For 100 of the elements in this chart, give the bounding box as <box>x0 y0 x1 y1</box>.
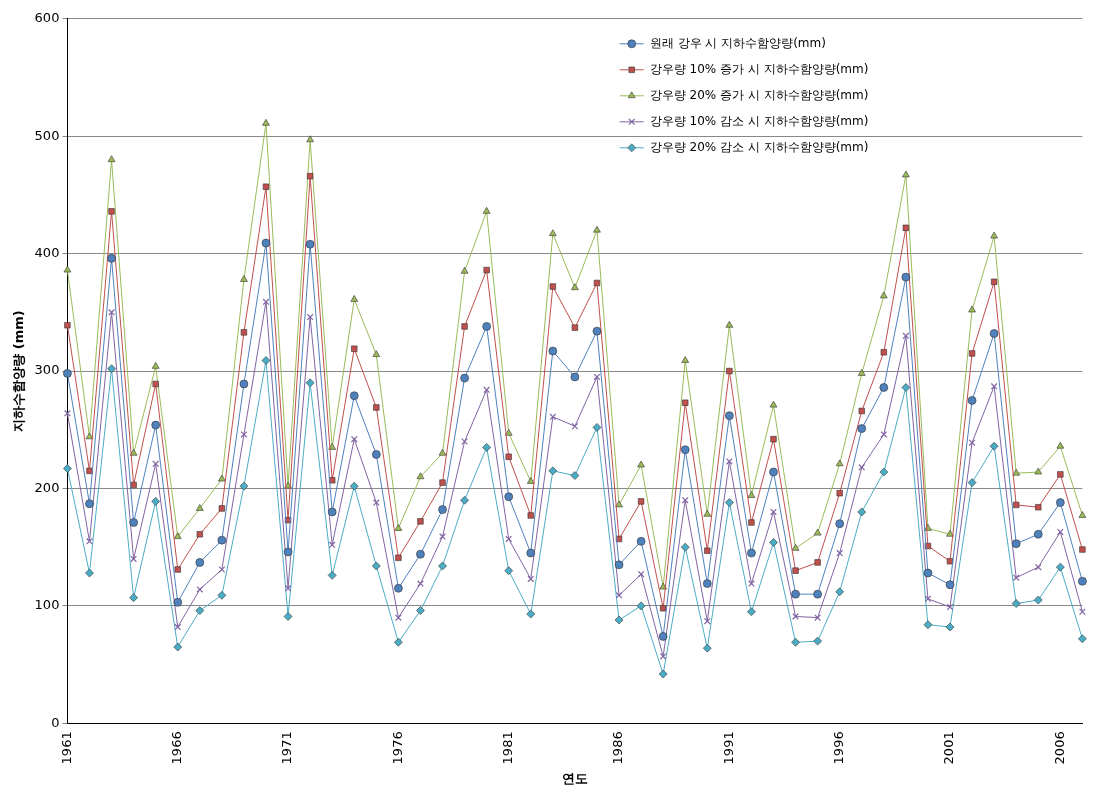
point <box>350 295 359 302</box>
point <box>549 229 557 236</box>
point <box>989 329 999 338</box>
point <box>262 183 270 190</box>
legend-label: 강우량 20% 증가 시 지하수함양량(mm) <box>649 87 869 102</box>
point <box>460 266 469 274</box>
point <box>196 531 203 538</box>
point <box>129 593 138 602</box>
point <box>879 383 889 392</box>
point <box>703 579 712 588</box>
point <box>526 609 536 619</box>
point <box>614 560 624 570</box>
point <box>967 478 977 487</box>
point <box>792 567 799 574</box>
point <box>173 532 182 539</box>
point <box>86 537 93 545</box>
point <box>725 411 734 420</box>
point <box>504 566 514 575</box>
point <box>526 548 536 558</box>
point <box>879 467 889 477</box>
point <box>858 463 866 471</box>
point <box>195 558 205 567</box>
y-tick-label: 100 <box>34 597 60 613</box>
point <box>615 591 623 599</box>
point <box>901 383 911 392</box>
point <box>1056 528 1064 536</box>
point <box>438 561 447 571</box>
point <box>991 278 998 285</box>
point <box>261 238 271 248</box>
point <box>394 524 403 531</box>
point <box>682 399 689 406</box>
point <box>660 605 667 612</box>
point <box>439 479 446 486</box>
point <box>548 346 558 356</box>
point <box>483 266 490 274</box>
point <box>570 471 580 480</box>
point <box>151 420 160 430</box>
point <box>85 568 94 578</box>
point <box>680 542 690 552</box>
point <box>1011 599 1021 608</box>
legend-label: 강우량 10% 증가 시 지하수함양량(mm) <box>649 61 869 76</box>
point <box>967 396 977 405</box>
point <box>152 380 159 388</box>
point <box>394 583 403 593</box>
point <box>636 537 646 546</box>
point <box>1013 501 1020 509</box>
point <box>394 638 403 647</box>
point <box>968 350 976 357</box>
point <box>614 615 624 625</box>
point <box>174 623 182 631</box>
point <box>658 632 668 641</box>
point <box>570 372 580 382</box>
point <box>305 239 315 249</box>
point <box>108 208 115 215</box>
point <box>262 119 270 126</box>
point <box>769 400 778 408</box>
point <box>395 554 402 561</box>
point <box>328 443 336 450</box>
point <box>196 586 204 593</box>
point <box>151 362 160 369</box>
point <box>835 519 844 528</box>
point <box>571 324 579 331</box>
point <box>239 379 249 389</box>
x-tick-label: 2001 <box>941 731 957 765</box>
point <box>791 544 800 551</box>
point <box>1078 634 1087 644</box>
point <box>527 575 535 583</box>
point <box>901 272 911 282</box>
point <box>548 466 558 476</box>
point <box>637 460 645 468</box>
point <box>658 669 668 679</box>
point <box>836 490 843 497</box>
point <box>835 587 844 597</box>
point <box>218 566 226 573</box>
point <box>1056 562 1065 572</box>
point <box>769 467 778 477</box>
point <box>174 566 181 573</box>
point <box>725 320 734 328</box>
point <box>593 279 601 287</box>
point <box>989 441 999 451</box>
point <box>173 642 183 652</box>
point <box>814 559 821 566</box>
point <box>747 548 756 558</box>
point <box>107 254 116 263</box>
point <box>1078 608 1086 616</box>
point <box>504 492 514 501</box>
point <box>195 606 205 615</box>
point <box>261 356 271 365</box>
point <box>791 589 800 599</box>
x-tick-label: 1961 <box>58 731 74 765</box>
point <box>636 601 646 611</box>
point <box>327 571 337 580</box>
point <box>1057 471 1064 478</box>
point <box>262 298 270 306</box>
x-tick-label: 1991 <box>720 731 736 765</box>
point <box>240 329 248 336</box>
point <box>836 549 844 557</box>
legend-label: 원래 강우 시 지하수함양량(mm) <box>649 35 826 50</box>
point <box>1012 574 1020 582</box>
point <box>791 638 800 647</box>
